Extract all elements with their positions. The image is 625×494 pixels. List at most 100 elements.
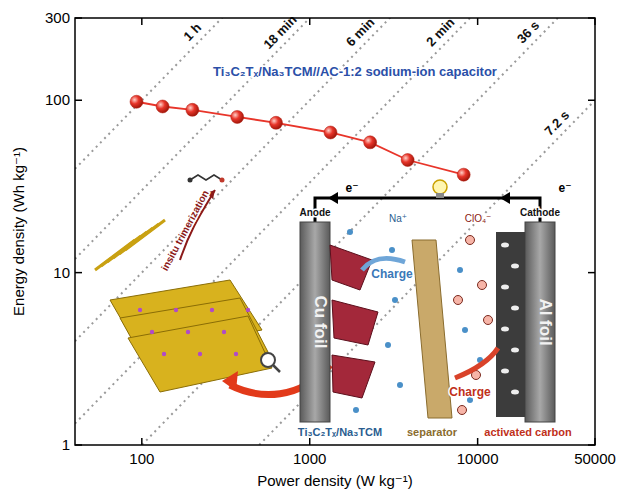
na-ion [457, 267, 463, 273]
cu-foil [300, 222, 330, 422]
y-tick [588, 99, 595, 101]
texts: 1 h18 min6 min2 min36 s7.2 sAnodeCathode… [159, 12, 572, 438]
charge-label: Charge [371, 267, 413, 281]
na-dot [246, 308, 250, 312]
y-axis-title: Energy density (Wh kg⁻¹) [10, 147, 27, 316]
x-tick-label: 100 [129, 450, 154, 467]
anode-material [332, 355, 375, 398]
time-label: 2 min [423, 15, 457, 50]
y-tick [75, 272, 82, 274]
series-line [137, 102, 464, 175]
molecule [190, 175, 222, 180]
mxene-sheet [128, 316, 272, 392]
pore [501, 327, 509, 332]
y-tick [588, 272, 595, 274]
y-tick-label: 100 [45, 91, 70, 108]
na-dot [150, 330, 154, 334]
pore [501, 369, 509, 374]
chart: 1 h18 min6 min2 min36 s7.2 sAnodeCathode… [0, 0, 625, 494]
x-tick-label: 10000 [457, 450, 499, 467]
na-ion [392, 297, 398, 303]
bulb [433, 180, 447, 194]
arrow-head [328, 192, 338, 204]
x-tick [594, 438, 596, 445]
na-dot [138, 308, 142, 312]
na-ion [397, 382, 403, 388]
separator-label: separator [407, 426, 458, 438]
legend-entry: Ti₃C₂Tₓ/Na₃TCM//AC-1:2 sodium-ion capaci… [213, 64, 497, 79]
data-point [231, 110, 244, 123]
na-dot [222, 330, 226, 334]
x-tick [141, 438, 143, 445]
x-tick [309, 18, 311, 25]
time-label: 7.2 s [541, 107, 572, 138]
pore [511, 348, 519, 353]
na-dot [162, 352, 166, 356]
cathode-label: Cathode [520, 207, 560, 218]
ion-label: Na⁺ [389, 213, 407, 224]
clo4-ion [454, 296, 463, 305]
na-ion [385, 342, 391, 348]
y-tick-label: 300 [45, 9, 70, 26]
pore [511, 306, 519, 311]
x-tick [309, 438, 311, 445]
plot-area [75, 18, 595, 445]
cathode-material-label: activated carbon [484, 426, 572, 438]
electron-label: e⁻ [345, 181, 358, 195]
frame [75, 18, 595, 445]
clo4-ion [458, 406, 467, 415]
na-dot [174, 308, 178, 312]
bulb-base [436, 193, 444, 198]
na-ion [353, 407, 359, 413]
y-tick [75, 444, 82, 446]
pore [511, 390, 519, 395]
magnifier [261, 353, 275, 367]
clo4-ion [478, 281, 487, 290]
foil-label: Al foil [536, 298, 555, 345]
y-tick [75, 17, 82, 19]
na-dot [210, 308, 214, 312]
anode-label: Anode [299, 207, 331, 218]
electron-label: e⁻ [558, 181, 571, 195]
inset [95, 175, 555, 422]
pore [501, 285, 509, 290]
time-label: 36 s [514, 18, 542, 47]
data-point [457, 168, 470, 181]
data-point [324, 126, 337, 139]
y-tick-label: 1 [62, 436, 70, 453]
foil-label: Cu foil [311, 296, 330, 349]
x-tick-label: 1000 [293, 450, 326, 467]
anode-material [332, 300, 378, 345]
time-line [75, 18, 595, 169]
na-dot [198, 352, 202, 356]
y-tick [588, 444, 595, 446]
arrow-head [500, 192, 510, 204]
time-label: 6 min [343, 15, 377, 50]
data-point [270, 116, 283, 129]
ion-label: ClO₄⁻ [465, 213, 492, 224]
data-point [130, 95, 143, 108]
arrow-head [222, 371, 238, 391]
clo4-ion [484, 316, 493, 325]
x-tick [594, 18, 596, 25]
data-point [186, 103, 199, 116]
x-tick [141, 18, 143, 25]
stack-layer [125, 220, 165, 250]
na-ion [462, 327, 468, 333]
na-ion [389, 247, 395, 253]
data-point [364, 136, 377, 149]
data-point [401, 154, 414, 167]
na-dot [234, 352, 238, 356]
anode-material-label: Ti₃C₂Tₓ/Na₃TCM [298, 426, 382, 438]
pore [501, 243, 509, 248]
separator [412, 240, 452, 418]
time-line [75, 18, 595, 424]
molecule-atom [220, 178, 225, 183]
time-line [75, 100, 595, 445]
pore [511, 264, 519, 269]
time-label: 1 h [180, 20, 204, 44]
na-ion [347, 229, 353, 235]
clo4-ion [466, 236, 475, 245]
x-tick [477, 18, 479, 25]
magnifier-handle [273, 365, 280, 372]
